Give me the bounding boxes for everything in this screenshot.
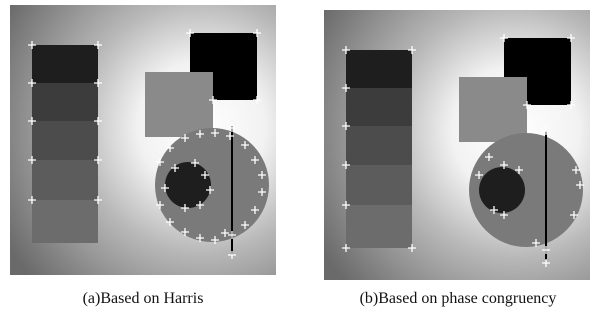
inner-disc [165, 162, 211, 208]
gray-square [145, 72, 213, 137]
inner-disc [479, 167, 525, 213]
block [346, 205, 412, 248]
block [346, 126, 412, 165]
block [32, 45, 98, 83]
block [32, 160, 98, 200]
block [346, 88, 412, 126]
block [32, 83, 98, 121]
caption: (b)Based on phase congruency [360, 290, 557, 307]
block [346, 165, 412, 205]
block [346, 50, 412, 88]
caption: (a)Based on Harris [83, 290, 204, 307]
block [32, 121, 98, 160]
block [32, 200, 98, 243]
panel-b [324, 10, 590, 280]
panel-a [10, 5, 276, 275]
gray-square [459, 77, 527, 142]
figure: (a)Based on Harris (b)Based on phase con… [0, 0, 599, 315]
